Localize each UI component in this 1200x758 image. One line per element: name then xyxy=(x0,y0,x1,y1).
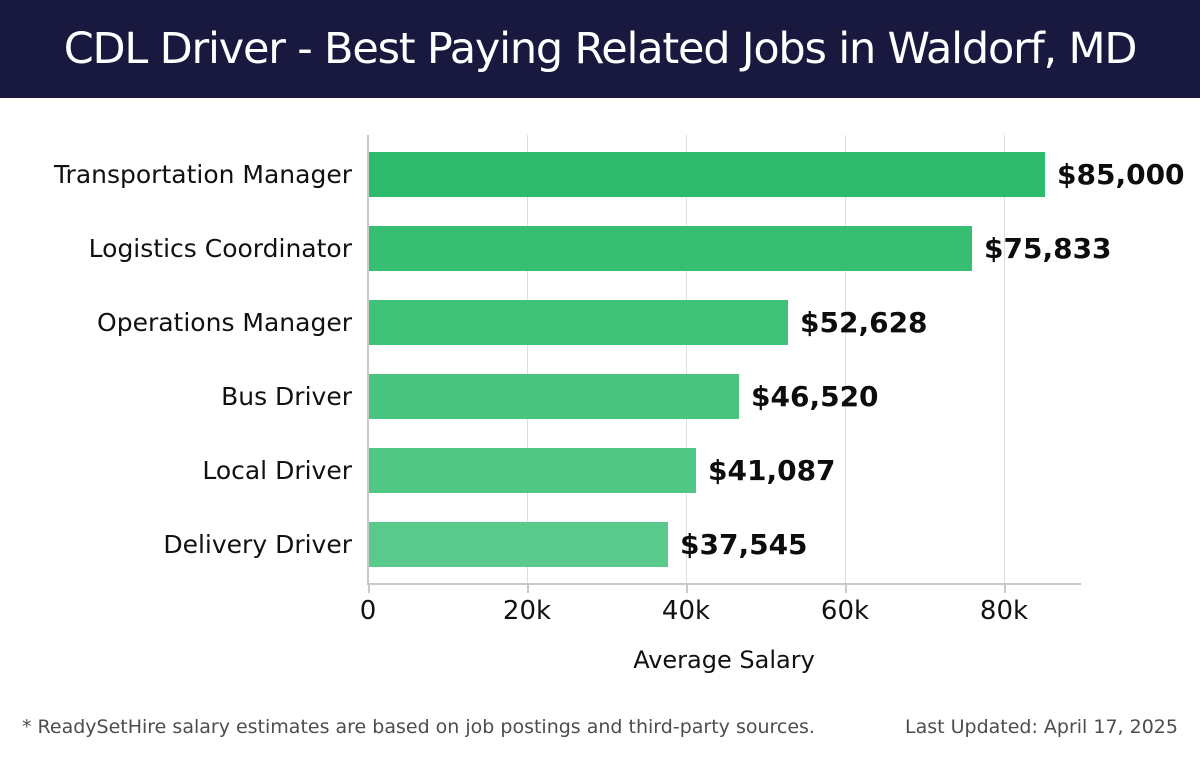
x-tick-mark xyxy=(368,585,370,593)
x-axis-line xyxy=(367,583,1081,585)
bar xyxy=(369,374,739,419)
y-axis-line xyxy=(367,135,369,583)
source-note: * ReadySetHire salary estimates are base… xyxy=(22,716,815,738)
x-axis-title: Average Salary xyxy=(633,646,815,674)
footer: * ReadySetHire salary estimates are base… xyxy=(0,716,1200,738)
bar xyxy=(369,522,668,567)
category-label: Transportation Manager xyxy=(53,160,352,189)
bar xyxy=(369,448,696,493)
gridline xyxy=(1004,135,1005,583)
x-tick-label: 20k xyxy=(502,596,552,626)
title-banner: CDL Driver - Best Paying Related Jobs in… xyxy=(0,0,1200,98)
value-label: $52,628 xyxy=(800,306,928,339)
category-label: Delivery Driver xyxy=(163,530,352,559)
last-updated: Last Updated: April 17, 2025 xyxy=(904,716,1178,738)
x-tick-mark xyxy=(527,585,529,593)
bar xyxy=(369,226,972,271)
gridline xyxy=(845,135,846,583)
bar xyxy=(369,300,788,345)
value-label: $37,545 xyxy=(680,528,808,561)
x-tick-mark xyxy=(1004,585,1006,593)
value-label: $75,833 xyxy=(984,232,1112,265)
gridline xyxy=(527,135,528,583)
x-tick-label: 40k xyxy=(661,596,711,626)
category-label: Local Driver xyxy=(202,456,352,485)
page-title: CDL Driver - Best Paying Related Jobs in… xyxy=(63,24,1138,74)
x-tick-label: 60k xyxy=(820,596,870,626)
value-label: $41,087 xyxy=(708,454,836,487)
x-tick-label: 0 xyxy=(359,596,377,626)
bar-chart: Average Salary 0 20k 40k 60k 80k Transportati… xyxy=(0,98,1200,698)
bar xyxy=(369,152,1045,197)
category-label: Operations Manager xyxy=(97,308,352,337)
x-tick-mark xyxy=(686,585,688,593)
gridline xyxy=(686,135,687,583)
x-tick-label: 80k xyxy=(979,596,1029,626)
value-label: $85,000 xyxy=(1057,158,1185,191)
category-label: Bus Driver xyxy=(221,382,352,411)
value-label: $46,520 xyxy=(751,380,879,413)
x-tick-mark xyxy=(845,585,847,593)
category-label: Logistics Coordinator xyxy=(88,234,352,263)
